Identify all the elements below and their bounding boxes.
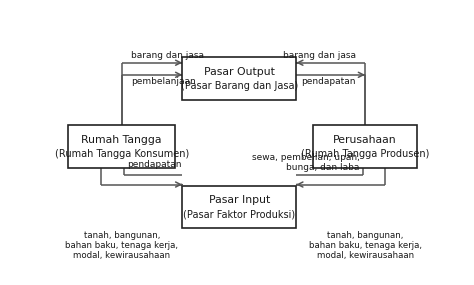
Text: tanah, bangunan,
bahan baku, tenaga kerja,
modal, kewirausahaan: tanah, bangunan, bahan baku, tenaga kerj…: [309, 231, 421, 260]
Text: Perusahaan: Perusahaan: [333, 135, 397, 145]
Text: (Rumah Tangga Konsumen): (Rumah Tangga Konsumen): [55, 149, 189, 159]
Bar: [182, 57, 296, 100]
Bar: [313, 125, 418, 168]
Text: (Pasar Barang dan Jasa): (Pasar Barang dan Jasa): [181, 81, 298, 91]
Text: Pasar Output: Pasar Output: [204, 67, 275, 77]
Text: barang dan jasa: barang dan jasa: [131, 51, 204, 60]
Bar: [182, 186, 296, 228]
Text: pembelanjaan: pembelanjaan: [131, 78, 196, 86]
Text: Rumah Tangga: Rumah Tangga: [82, 135, 162, 145]
Text: barang dan jasa: barang dan jasa: [283, 51, 356, 60]
Bar: [68, 125, 175, 168]
Text: sewa, pembelian, upah,
bunga, dan laba: sewa, pembelian, upah, bunga, dan laba: [252, 153, 360, 172]
Text: Pasar Input: Pasar Input: [209, 195, 270, 205]
Text: (Pasar Faktor Produksi): (Pasar Faktor Produksi): [183, 209, 295, 219]
Text: (Rumah Tangga Produsen): (Rumah Tangga Produsen): [301, 149, 429, 159]
Text: pendapatan: pendapatan: [127, 160, 182, 169]
Text: tanah, bangunan,
bahan baku, tenaga kerja,
modal, kewirausahaan: tanah, bangunan, bahan baku, tenaga kerj…: [65, 231, 178, 260]
Text: pendapatan: pendapatan: [301, 78, 356, 86]
